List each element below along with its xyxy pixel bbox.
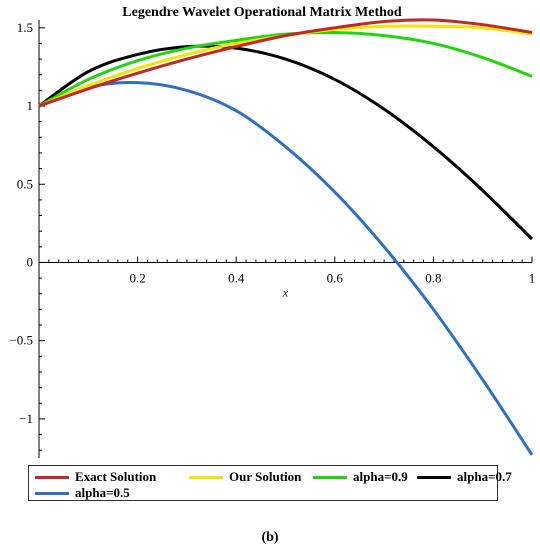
y-tick-label: 1	[27, 98, 34, 113]
legend-item-alpha-0-7: alpha=0.7	[417, 469, 512, 485]
y-tick-label: 0.5	[17, 176, 33, 191]
legend-label-our-solution: Our Solution	[229, 469, 302, 484]
y-tick-label: −0.5	[9, 333, 33, 348]
legend-item-exact-solution: Exact Solution	[35, 469, 156, 485]
legend-item-our-solution: Our Solution	[189, 469, 301, 485]
x-tick-label: 0.6	[327, 270, 344, 285]
legend-swatch-alpha-0-9	[313, 475, 347, 479]
x-tick-label: 0.8	[425, 270, 441, 285]
y-tick-label: 1.5	[17, 20, 33, 35]
x-tick-label: 1	[529, 270, 536, 285]
line-chart: Legendre Wavelet Operational Matrix Meth…	[9, 5, 536, 458]
series-line-alpha-0-5	[38, 80, 534, 456]
legend-label-exact-solution: Exact Solution	[75, 469, 157, 484]
chart-legend: Exact Solution Our Solution alpha=0.9 al…	[28, 465, 512, 501]
legend-label-alpha-0-7: alpha=0.7	[457, 469, 512, 484]
chart-title: Legendre Wavelet Operational Matrix Meth…	[122, 5, 402, 20]
legend-label-alpha-0-9: alpha=0.9	[353, 469, 408, 484]
legend-swatch-our-solution	[189, 475, 223, 479]
legend-swatch-alpha-0-7	[417, 475, 451, 479]
x-axis-label: x	[282, 285, 289, 299]
series-line-our-solution	[38, 24, 533, 108]
y-tick-label: 0	[27, 254, 34, 269]
x-tick-label: 0.4	[228, 270, 245, 285]
y-tick-label: −1	[19, 411, 33, 426]
figure-caption: (b)	[261, 530, 279, 545]
legend-item-alpha-0-5: alpha=0.5	[35, 485, 130, 501]
legend-swatch-alpha-0-5	[35, 491, 69, 495]
legend-item-alpha-0-9: alpha=0.9	[313, 469, 408, 485]
x-tick-label: 0.2	[129, 270, 145, 285]
legend-swatch-exact-solution	[35, 475, 69, 479]
legend-label-alpha-0-5: alpha=0.5	[75, 485, 130, 500]
series-line-exact-solution	[38, 18, 533, 108]
series-line-alpha-0-9	[38, 30, 533, 108]
series-line-alpha-0-7	[38, 44, 534, 241]
